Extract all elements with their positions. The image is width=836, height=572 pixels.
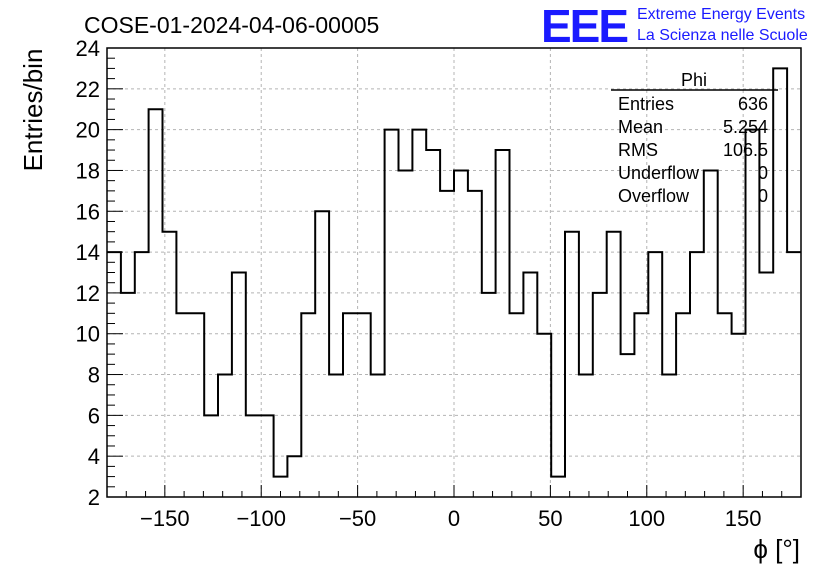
stats-title: Phi	[681, 70, 707, 90]
logo-mark: EEE	[541, 0, 627, 52]
y-tick-label: 24	[76, 36, 100, 61]
y-tick-label: 20	[76, 118, 100, 143]
x-tick-labels: −150 −100 −50 0 50 100 150	[140, 506, 761, 531]
histogram-series-phi	[107, 67, 801, 478]
y-tick-label: 8	[88, 363, 100, 388]
logo-line-1: Extreme Energy Events	[637, 6, 805, 23]
y-tick-label: 16	[76, 199, 100, 224]
x-tick-label: −100	[236, 506, 286, 531]
y-tick-label: 4	[88, 444, 100, 469]
x-tick-label: −50	[339, 506, 376, 531]
stats-value-underflow: 0	[758, 163, 768, 183]
stats-label-rms: RMS	[618, 140, 658, 160]
stats-label-entries: Entries	[618, 94, 674, 114]
y-tick-label: 22	[76, 77, 100, 102]
stats-label-mean: Mean	[618, 117, 663, 137]
x-tick-label: −150	[140, 506, 190, 531]
stats-box: Phi Entries 636 Mean 5.254 RMS 106.5 Und…	[611, 70, 778, 206]
logo-line-2: La Scienza nelle Scuole	[637, 27, 808, 44]
axis-ticks	[107, 47, 783, 498]
stats-value-rms: 106.5	[723, 140, 768, 160]
y-tick-label: 12	[76, 281, 100, 306]
y-tick-label: 18	[76, 158, 100, 183]
x-tick-label: 0	[448, 506, 460, 531]
x-tick-label: 100	[628, 506, 665, 531]
y-tick-label: 6	[88, 403, 100, 428]
y-axis-title: Entries/bin	[18, 49, 48, 172]
eee-logo: EEE Extreme Energy Events La Scienza nel…	[541, 0, 808, 52]
stats-label-underflow: Underflow	[618, 163, 700, 183]
stats-value-entries: 636	[738, 94, 768, 114]
x-tick-label: 150	[725, 506, 762, 531]
grid-lines	[107, 48, 801, 497]
y-tick-label: 14	[76, 240, 100, 265]
x-tick-label: 50	[538, 506, 562, 531]
x-axis-title: ϕ [°]	[753, 534, 800, 564]
stats-value-mean: 5.254	[723, 117, 768, 137]
stats-value-overflow: 0	[758, 186, 768, 206]
y-tick-label: 2	[88, 485, 100, 510]
chart-title: COSE-01-2024-04-06-00005	[84, 12, 379, 38]
stats-label-overflow: Overflow	[618, 186, 690, 206]
y-tick-label: 10	[76, 322, 100, 347]
